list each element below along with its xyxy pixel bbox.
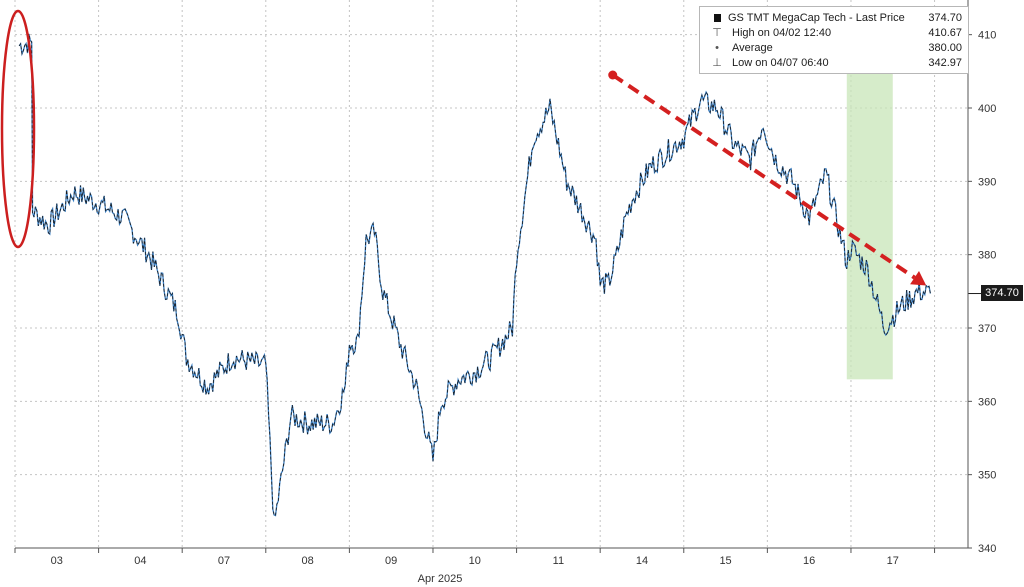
x-tick-label: 16 [803,555,815,567]
legend-value: 410.67 [928,27,962,39]
x-tick-label: 10 [469,555,481,567]
legend: GS TMT MegaCap Tech - Last Price 374.70 … [699,6,969,74]
grid-lines [14,0,968,549]
x-tick-label: 09 [385,555,397,567]
x-axis-label: Apr 2025 [418,573,463,585]
black-square-icon [714,14,721,22]
red-dashed-trend-arrow [611,73,916,280]
y-tick-label: 370 [978,323,996,335]
legend-value: 342.97 [928,57,962,69]
legend-label: GS TMT MegaCap Tech - Last Price [728,12,905,24]
x-tick-label: 14 [636,555,648,567]
x-tick-label: 04 [134,555,146,567]
legend-value: 380.00 [928,42,962,54]
x-tick-label: 08 [301,555,313,567]
legend-value: 374.70 [928,12,962,24]
y-tick-label: 410 [978,30,996,42]
annotations [0,9,981,295]
price-series [18,33,932,517]
x-axis: 03 04 07 08 09 10 11 14 15 16 17 [14,547,968,567]
y-tick-label: 340 [978,543,996,555]
arrow-head [910,271,927,286]
average-marker-icon: • [715,42,719,54]
y-axis: 340 350 360 370 380 390 400 410 [967,0,996,555]
legend-entry-average: • Average 380.00 [706,41,962,55]
legend-label: Low on 04/07 06:40 [732,57,829,69]
x-tick-label: 11 [553,555,564,567]
last-price-tag: 374.70 [981,285,1023,301]
legend-label: High on 04/02 12:40 [732,27,832,39]
shaded-rally-region [846,60,893,380]
y-tick-label: 400 [978,103,996,115]
price-line-blue [18,33,932,517]
high-marker-icon: ⊤ [712,27,722,39]
y-tick-label: 360 [978,396,996,408]
y-tick-label: 390 [978,176,996,188]
x-tick-label: 03 [51,555,63,567]
legend-entry-last-price: GS TMT MegaCap Tech - Last Price 374.70 [706,11,962,25]
x-tick-label: 17 [887,555,899,567]
red-ellipse-annotation [0,9,36,249]
y-tick-label: 350 [978,470,996,482]
legend-entry-low: ⊥ Low on 04/07 06:40 342.97 [706,56,962,70]
price-line [18,33,931,517]
x-tick-label: 15 [719,555,731,567]
legend-label: Average [732,42,773,54]
low-marker-icon: ⊥ [712,57,722,69]
x-tick-label: 07 [218,555,230,567]
legend-entry-high: ⊤ High on 04/02 12:40 410.67 [706,26,962,40]
y-tick-label: 380 [978,250,996,262]
